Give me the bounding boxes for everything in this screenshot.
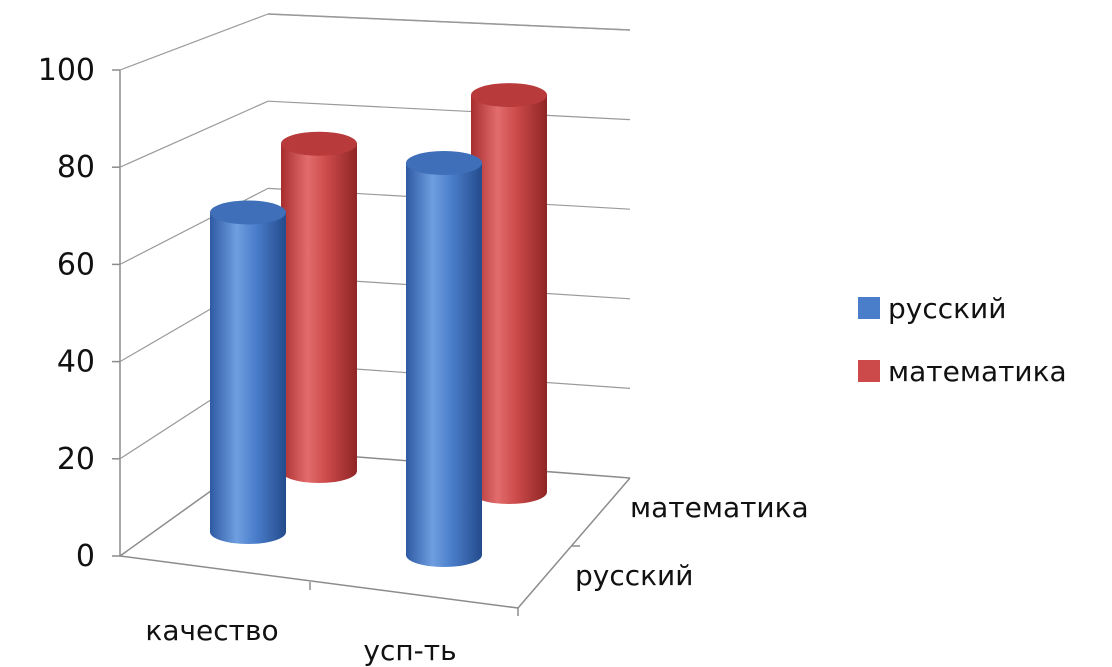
gridline	[119, 13, 269, 71]
bar-body	[281, 143, 357, 483]
bar-top	[406, 151, 482, 175]
depth-axis-line	[517, 477, 631, 609]
y-tick-label: 100	[38, 53, 95, 88]
bar-math-0	[281, 131, 357, 483]
depth-axis-label: математика	[630, 491, 809, 524]
gridlines	[119, 13, 631, 460]
y-tick-label: 20	[57, 442, 95, 477]
depth-axis-label: русский	[575, 559, 693, 592]
legend-label: русский	[888, 292, 1006, 325]
y-tick-label: 60	[57, 247, 95, 282]
bar-russian-1	[406, 151, 482, 567]
x-axis-line	[119, 555, 519, 609]
bar-body	[210, 212, 286, 544]
bar-top	[281, 131, 357, 156]
legend-swatch-russian	[858, 297, 880, 319]
legend-label: математика	[888, 355, 1067, 388]
bar-math-1	[471, 83, 547, 504]
y-tick-label: 40	[57, 345, 95, 380]
gridline	[119, 100, 269, 168]
bar-body	[406, 163, 482, 567]
bar-russian-0	[210, 200, 286, 544]
gridline	[267, 13, 631, 31]
legend: русский математика	[858, 292, 1067, 388]
y-tick-label: 0	[76, 539, 95, 574]
legend-swatch-math	[858, 360, 880, 382]
x-category-label: усп-ть	[363, 634, 456, 667]
bars	[210, 83, 547, 567]
bar-top	[210, 200, 286, 225]
chart-axes	[119, 13, 631, 616]
y-tick-label: 80	[57, 150, 95, 185]
y-axis-ticks: 0 20 40 60 80 100	[38, 53, 120, 574]
x-category-label: качество	[145, 614, 278, 647]
bar-body	[471, 95, 547, 504]
gridline	[267, 100, 631, 121]
bar-top	[471, 83, 547, 108]
